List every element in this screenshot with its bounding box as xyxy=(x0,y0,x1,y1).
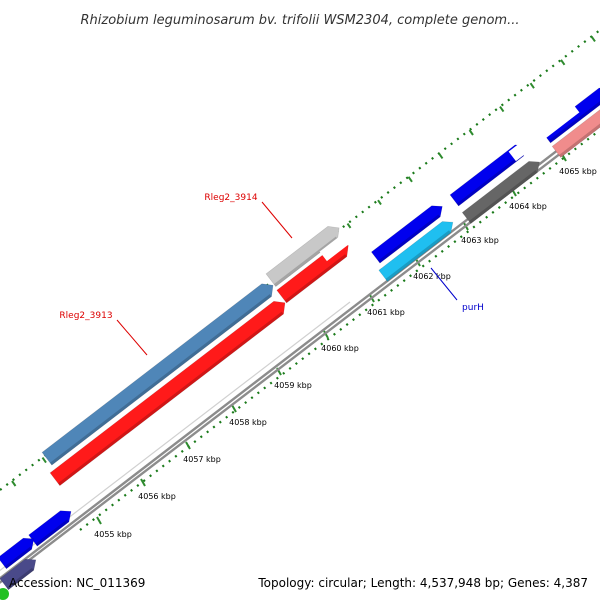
major-tick xyxy=(140,478,146,487)
gene-label[interactable]: purH xyxy=(462,303,484,313)
gene-bar-gray[interactable] xyxy=(461,156,544,224)
gene-bar-red-long[interactable] xyxy=(49,296,290,487)
major-tick xyxy=(407,176,413,183)
genome-summary-text: Topology: circular; Length: 4,537,948 bp… xyxy=(258,576,588,590)
gene-bar-blue-3[interactable] xyxy=(541,83,600,144)
major-tick xyxy=(346,223,352,230)
major-tick xyxy=(231,404,237,413)
gene-bar-blue-1[interactable] xyxy=(370,201,446,264)
major-tick xyxy=(499,106,505,113)
gene-bar-blue-5[interactable] xyxy=(0,533,38,570)
major-tick xyxy=(438,152,444,159)
major-tick xyxy=(96,516,102,525)
tick-label: 4061 kbp xyxy=(367,308,405,317)
tick-label: 4057 kbp xyxy=(183,455,221,464)
major-tick xyxy=(41,457,47,464)
gene-label[interactable]: Rleg2_3914 xyxy=(204,193,257,203)
major-tick xyxy=(468,129,474,136)
gene-label-leader xyxy=(116,319,148,356)
tick-label: 4060 kbp xyxy=(321,344,359,353)
tick-label: 4058 kbp xyxy=(229,418,267,427)
major-tick xyxy=(590,35,596,42)
accession-text: Accession: NC_011369 xyxy=(9,576,146,590)
tick-label: 4064 kbp xyxy=(509,202,547,211)
gene-bar-pink[interactable] xyxy=(551,103,600,158)
major-tick xyxy=(560,59,566,66)
gene-label[interactable]: Rleg2_3913 xyxy=(59,311,112,321)
gene-bar-indigo[interactable] xyxy=(0,554,40,591)
lane-gap xyxy=(508,102,580,162)
gene-label-leader xyxy=(261,201,293,239)
major-tick xyxy=(185,441,191,450)
major-tick xyxy=(323,330,329,339)
gene-label-leader xyxy=(430,267,458,301)
major-tick xyxy=(11,480,17,487)
tick-label: 4056 kbp xyxy=(138,492,176,501)
major-tick xyxy=(377,199,383,206)
gene-marker-green[interactable] xyxy=(0,588,9,600)
tick-label: 4059 kbp xyxy=(274,381,312,390)
lane-gap xyxy=(319,202,391,262)
tick-label: 4063 kbp xyxy=(461,236,499,245)
lower-tick-row xyxy=(79,129,600,531)
gene-bar-rleg2-3914[interactable] xyxy=(265,221,344,287)
map-title: Rhizobium leguminosarum bv. trifolii WSM… xyxy=(81,13,520,28)
tick-label: 4065 kbp xyxy=(559,167,597,176)
gene-bar-purh[interactable] xyxy=(378,217,457,282)
tick-label: 4062 kbp xyxy=(413,272,451,281)
gene-bar-blue-4[interactable] xyxy=(28,506,76,547)
gene-bar-rleg2-3913[interactable] xyxy=(41,279,278,466)
major-tick xyxy=(529,82,535,89)
tick-label: 4055 kbp xyxy=(94,530,132,539)
